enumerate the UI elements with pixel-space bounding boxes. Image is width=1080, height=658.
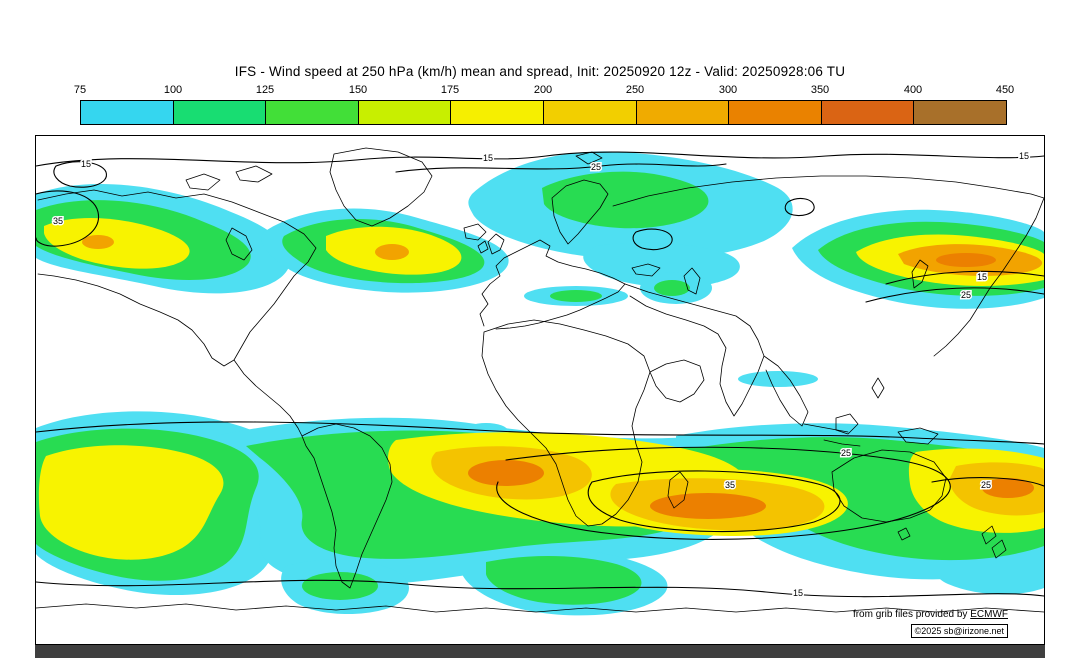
coastline-ireland <box>477 240 489 254</box>
colorbar-tick-label: 175 <box>440 84 460 96</box>
colorbar-segment <box>821 101 915 124</box>
coastline-australia <box>831 449 947 523</box>
coastline-scandinavia <box>551 179 609 245</box>
colorbar <box>80 100 1007 125</box>
attribution-source-line: from grib files provided by ECMWF <box>853 608 1008 622</box>
colorbar-segment <box>451 101 544 124</box>
spread-contour <box>885 270 1044 285</box>
wind-speed-fill-layer <box>36 151 1044 616</box>
page-title: IFS - Wind speed at 250 hPa (km/h) mean … <box>234 64 846 79</box>
colorbar-segment <box>729 101 822 124</box>
colorbar-segment <box>636 101 730 124</box>
coastline-europe <box>479 239 626 330</box>
coastline-hudson-bay <box>225 227 253 261</box>
map-svg: 15 25 15 15 35 15 25 25 35 25 15 <box>36 147 1044 616</box>
spread-contour <box>784 197 815 217</box>
spread-contour <box>36 190 100 247</box>
ecmwf-link[interactable]: ECMWF <box>970 609 1008 620</box>
spread-contour <box>36 151 1044 167</box>
colorbar-segment <box>914 101 1006 124</box>
coastline-new-zealand <box>981 525 997 545</box>
colorbar-tick-label: 450 <box>995 84 1015 96</box>
coastline-svalbard <box>575 151 603 165</box>
spread-contours-layer <box>36 151 1044 598</box>
colorbar-tick-label: 100 <box>163 84 183 96</box>
contour-label: 25 <box>961 290 971 300</box>
coastline-tasmania <box>897 527 911 541</box>
colorbar-segment <box>266 101 359 124</box>
spread-contour <box>496 446 951 540</box>
attribution-prefix: from grib files provided by <box>852 609 971 620</box>
colorbar-tick-label: 400 <box>903 84 923 96</box>
coastline-britain <box>487 233 505 255</box>
coastline-greenland <box>329 147 433 227</box>
contour-label: 15 <box>977 272 987 282</box>
bottom-bar <box>35 645 1045 658</box>
coastline-antarctica <box>36 603 1044 613</box>
coastline-indonesia <box>803 423 849 433</box>
colorbar-tick-label: 75 <box>73 84 87 96</box>
coastline-southeast-asia <box>763 355 809 427</box>
contour-label: 35 <box>53 216 63 226</box>
coastline-south-america <box>301 423 393 589</box>
spread-contour <box>632 228 673 251</box>
spread-contour <box>931 477 1044 487</box>
coastline-arabia <box>649 359 705 403</box>
colorbar-tick-label: 250 <box>625 84 645 96</box>
spread-contour <box>36 579 1044 598</box>
coastline-black-sea <box>631 263 661 277</box>
spread-contour <box>587 470 841 533</box>
colorbar-segment <box>358 101 452 124</box>
spread-contour <box>395 163 727 173</box>
contour-labels-layer: 15 25 15 15 35 15 25 25 35 25 15 <box>51 150 1030 600</box>
coastline-arctic-islands <box>235 165 273 183</box>
colorbar-tick-label: 125 <box>255 84 275 96</box>
colorbar-tick-labels: 75 100 125 150 175 200 250 300 350 400 4… <box>0 84 1080 98</box>
coastline-philippines <box>871 377 885 399</box>
colorbar-tick-label: 200 <box>533 84 553 96</box>
contour-label: 35 <box>725 480 735 490</box>
contour-label: 25 <box>841 448 851 458</box>
coastline-arctic-islands <box>185 173 221 191</box>
coastline-south-asia <box>624 283 765 417</box>
coastline-indonesia <box>823 439 861 447</box>
spread-contour <box>865 287 1044 303</box>
colorbar-tick-label: 300 <box>718 84 738 96</box>
spread-contour <box>36 421 1044 445</box>
attribution: from grib files provided by ECMWF ©2025 … <box>853 608 1008 638</box>
contour-label: 15 <box>483 153 493 163</box>
copyright-link[interactable]: ©2025 sb@irizone.net <box>910 623 1008 638</box>
contour-label: 15 <box>81 159 91 169</box>
coastline-new-zealand <box>991 539 1007 559</box>
contour-label: 25 <box>591 162 601 172</box>
spread-contour <box>53 161 107 188</box>
colorbar-segment <box>543 101 637 124</box>
colorbar-segment <box>173 101 267 124</box>
coastline-africa <box>481 319 651 527</box>
contour-label: 15 <box>793 588 803 598</box>
world-wind-map: 15 25 15 15 35 15 25 25 35 25 15 from gr… <box>35 135 1045 645</box>
coastline-madagascar <box>667 471 689 509</box>
contour-label: 25 <box>981 480 991 490</box>
coastline-japan <box>911 259 929 289</box>
colorbar-segment <box>81 101 174 124</box>
colorbar-tick-label: 350 <box>810 84 830 96</box>
coastline-borneo <box>835 413 859 435</box>
coastline-siberia <box>612 175 1044 207</box>
coastline-north-america <box>37 189 317 367</box>
coastline-caspian-sea <box>683 267 701 295</box>
coastline-iceland <box>463 223 487 241</box>
colorbar-tick-label: 150 <box>348 84 368 96</box>
coastline-central-america <box>233 359 303 437</box>
contour-label: 15 <box>1019 151 1029 161</box>
